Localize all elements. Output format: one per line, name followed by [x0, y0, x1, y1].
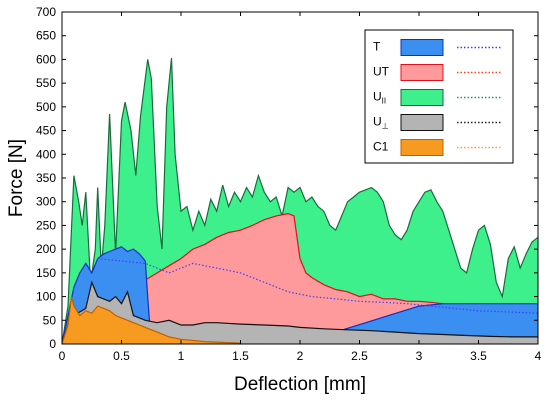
series-line-U	[62, 280, 538, 344]
x-axis-label: Deflection [mm]	[234, 374, 366, 395]
y-tick-label-6: 300	[36, 195, 56, 209]
x-tick-label-6: 3	[416, 349, 423, 363]
y-tick-label-0: 0	[49, 337, 56, 351]
x-tick-label-2: 1	[178, 349, 185, 363]
x-tick-label-4: 2	[297, 349, 304, 363]
y-tick-label-11: 550	[36, 76, 56, 90]
legend-swatch-UT	[400, 64, 444, 81]
series-line-U	[62, 57, 538, 344]
series-area-T	[62, 246, 538, 344]
y-tick-label-1: 50	[43, 313, 57, 327]
x-tick-label-5: 2.5	[351, 349, 368, 363]
y-tick-label-7: 350	[36, 171, 56, 185]
y-tick-label-5: 250	[36, 218, 56, 232]
x-tick-label-7: 3.5	[470, 349, 487, 363]
x-tick-label-8: 4	[535, 349, 542, 363]
x-tick-label-0: 0	[59, 349, 66, 363]
y-tick-label-2: 100	[36, 290, 56, 304]
legend-swatch-T	[400, 39, 444, 56]
legend-swatch-U	[400, 89, 444, 106]
y-tick-label-10: 500	[36, 100, 56, 114]
series-area-U	[62, 282, 538, 344]
legend-label-C1: C1	[373, 140, 389, 154]
legend-swatch-U	[400, 114, 444, 131]
y-tick-label-12: 600	[36, 52, 56, 66]
series-area-C1	[62, 296, 538, 344]
y-tick-label-9: 450	[36, 124, 56, 138]
y-tick-label-4: 200	[36, 242, 56, 256]
y-tick-label-14: 700	[36, 5, 56, 19]
x-tick-label-3: 1.5	[232, 349, 249, 363]
x-tick-label-1: 0.5	[113, 349, 130, 363]
y-tick-label-13: 650	[36, 29, 56, 43]
legend-swatch-C1	[400, 139, 444, 156]
y-tick-label-3: 150	[36, 266, 56, 280]
y-tick-label-8: 400	[36, 147, 56, 161]
series-line-C1	[62, 296, 241, 344]
legend-label-UT: UT	[373, 65, 390, 79]
legend-label-T: T	[373, 40, 381, 54]
y-axis-label: Force [N]	[6, 139, 27, 217]
plot-area	[62, 57, 538, 344]
